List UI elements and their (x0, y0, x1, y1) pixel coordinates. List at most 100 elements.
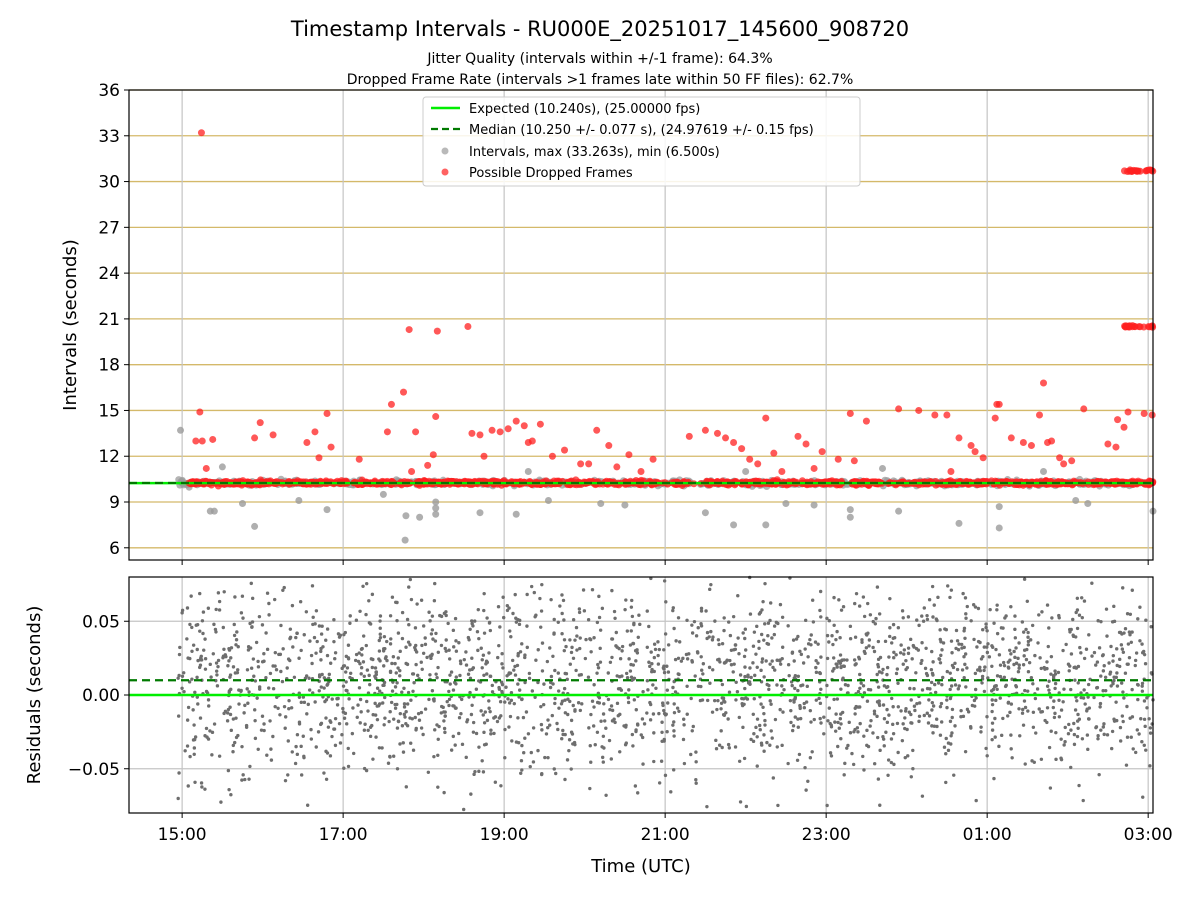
residual-point (548, 685, 553, 690)
residual-point (753, 673, 757, 678)
residual-point (310, 584, 315, 588)
residual-point (939, 720, 944, 724)
residual-point (1047, 745, 1052, 750)
residual-point (309, 737, 314, 741)
residual-point (601, 712, 606, 716)
residual-point (1012, 662, 1016, 667)
residual-point (310, 661, 314, 666)
residual-point (732, 648, 736, 652)
residual-point (488, 674, 492, 678)
residual-point (1036, 641, 1040, 645)
residual-point (210, 753, 214, 757)
legend: Expected (10.240s), (25.00000 fps) Media… (422, 96, 861, 187)
residual-point (1115, 684, 1120, 688)
residual-point (1127, 630, 1132, 634)
residual-point (632, 676, 637, 681)
residual-point (752, 697, 756, 701)
residual-point (1077, 613, 1082, 617)
residual-point (551, 654, 555, 659)
residual-point (481, 770, 486, 774)
residual-point (1047, 688, 1051, 692)
residual-point (553, 701, 557, 706)
dropped-frame-point (738, 445, 746, 453)
residual-point (962, 629, 966, 633)
residual-point (602, 702, 606, 706)
residual-point (562, 686, 567, 691)
residual-point (287, 698, 291, 703)
residual-point (1115, 718, 1119, 723)
residual-point (432, 754, 436, 759)
residual-point (541, 702, 546, 707)
residual-point (957, 642, 961, 646)
residual-point (664, 600, 668, 604)
residual-point (1086, 747, 1090, 752)
residual-point (286, 657, 291, 661)
residual-point (799, 652, 804, 657)
dropped-frame-point (1146, 166, 1154, 174)
residual-point (676, 656, 681, 660)
residual-point (962, 655, 966, 659)
residual-point (671, 723, 675, 727)
residual-point (466, 672, 471, 676)
dropped-frame-point (488, 426, 496, 434)
residual-point (177, 673, 181, 678)
residual-point (615, 645, 619, 649)
residual-point (1053, 672, 1058, 676)
residual-point (770, 659, 774, 663)
residual-point (862, 691, 867, 695)
residual-point (921, 619, 926, 623)
residual-point (509, 635, 513, 639)
residual-point (682, 723, 686, 727)
residual-point (364, 612, 368, 617)
residual-point (819, 615, 823, 619)
residual-point (1140, 681, 1145, 686)
residual-point (569, 650, 574, 655)
residual-point (216, 664, 220, 669)
residual-point (1027, 660, 1032, 665)
residual-point (560, 632, 564, 636)
residual-point (931, 704, 936, 708)
residual-point (890, 696, 894, 701)
residual-point (560, 699, 565, 703)
residual-point (778, 658, 782, 662)
dropped-frame-point (433, 327, 441, 335)
residual-point (955, 639, 960, 643)
residual-point (832, 697, 836, 702)
residual-point (793, 673, 798, 678)
residual-point (188, 622, 192, 627)
residual-point (789, 720, 793, 725)
residual-point (892, 762, 896, 767)
residual-point (714, 746, 719, 751)
residual-point (1130, 588, 1134, 592)
residual-point (895, 667, 900, 671)
residual-point (860, 638, 864, 642)
residual-point (763, 723, 767, 727)
residual-point (423, 636, 427, 640)
residual-point (818, 589, 823, 594)
residual-point (342, 766, 346, 770)
residual-point (974, 798, 978, 803)
residual-point (470, 703, 474, 707)
residual-point (333, 657, 337, 661)
residual-point (674, 639, 678, 643)
residual-point (592, 636, 596, 640)
residual-point (595, 671, 599, 675)
residual-point (324, 777, 329, 781)
residual-point (839, 737, 843, 741)
residual-point (685, 657, 690, 661)
residual-point (358, 661, 362, 666)
residual-point (871, 731, 875, 735)
residual-point (319, 685, 323, 689)
residual-point (482, 608, 486, 613)
residual-point (672, 710, 677, 715)
residual-point (297, 722, 302, 726)
residual-point (801, 661, 806, 665)
residual-point (738, 673, 743, 677)
interval-point (416, 513, 424, 521)
residual-point (992, 776, 996, 781)
residual-point (444, 613, 448, 618)
residual-point (569, 730, 574, 734)
dropped-frame-point (536, 420, 544, 428)
residual-point (1140, 642, 1144, 646)
intervals-y-axis-label: Intervals (seconds) (60, 239, 81, 411)
